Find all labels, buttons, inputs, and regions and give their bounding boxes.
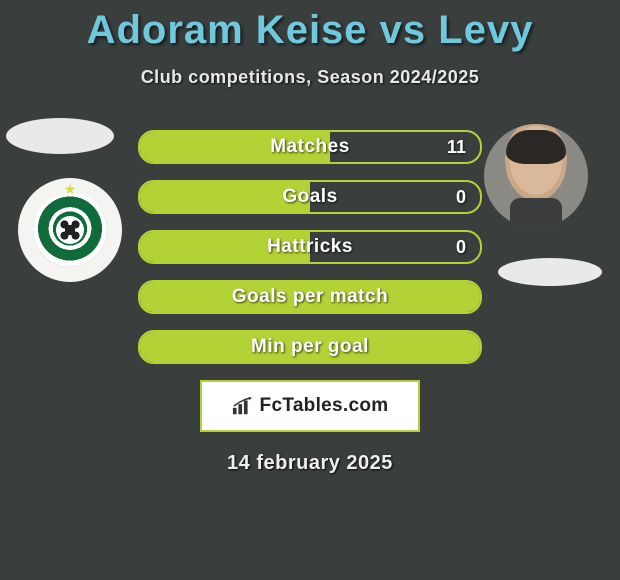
stat-label: Hattricks — [140, 232, 480, 262]
left-player-placeholder — [6, 118, 114, 154]
stat-value: 11 — [447, 132, 466, 162]
stat-row: Matches11 — [138, 130, 482, 164]
star-icon: ★ — [64, 181, 77, 198]
stat-label: Goals — [140, 182, 480, 212]
stat-row: Goals0 — [138, 180, 482, 214]
page-title: Adoram Keise vs Levy — [0, 0, 620, 53]
stat-label: Goals per match — [140, 282, 480, 312]
stat-row: Min per goal — [138, 330, 482, 364]
left-club-badge: ★ — [18, 178, 122, 282]
brand-box: FcTables.com — [200, 380, 420, 432]
stat-label: Min per goal — [140, 332, 480, 362]
right-club-placeholder — [498, 258, 602, 286]
stat-value: 0 — [456, 182, 466, 212]
stat-label: Matches — [140, 132, 480, 162]
brand-text: FcTables.com — [260, 395, 389, 417]
stat-row: Hattricks0 — [138, 230, 482, 264]
page-subtitle: Club competitions, Season 2024/2025 — [0, 67, 620, 88]
stat-value: 0 — [456, 232, 466, 262]
stat-row: Goals per match — [138, 280, 482, 314]
bar-chart-icon — [232, 396, 254, 416]
soccer-ball-icon — [56, 216, 84, 244]
right-player-avatar — [484, 124, 588, 228]
club-crest-icon: ★ — [33, 193, 107, 267]
footer-date: 14 february 2025 — [0, 452, 620, 475]
